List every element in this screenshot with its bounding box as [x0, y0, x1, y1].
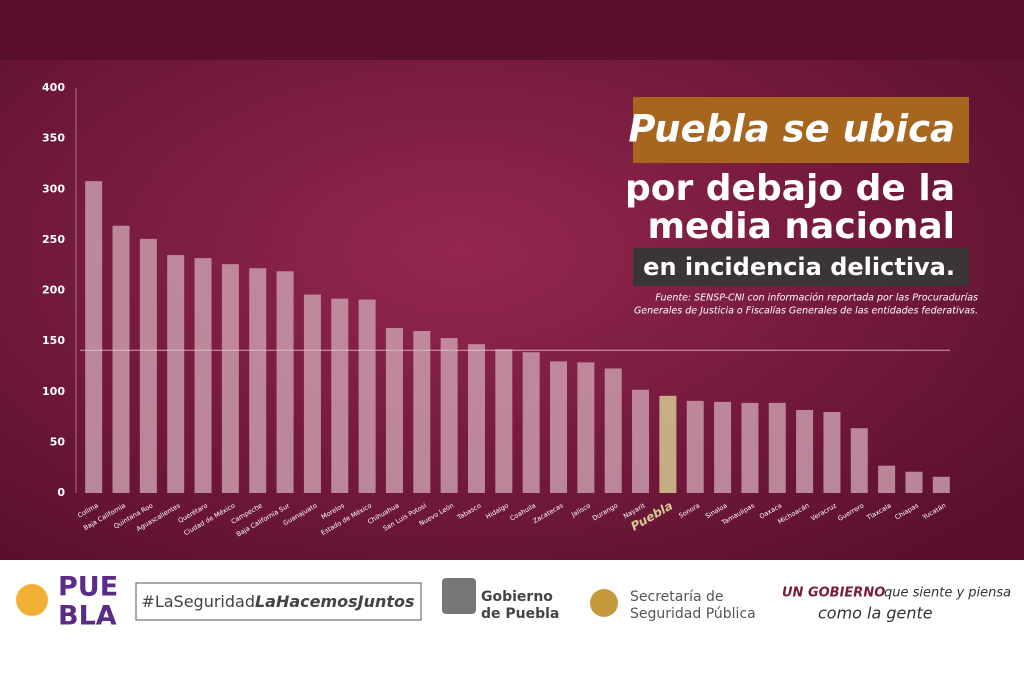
gov-text: Gobierno	[481, 589, 553, 605]
bar	[577, 362, 595, 493]
bar	[331, 298, 349, 493]
logo-text: PUE	[58, 572, 118, 603]
ssp-text: Seguridad Pública	[630, 606, 756, 622]
bar	[823, 412, 841, 493]
source: Fuente: SENSP-CNI con información report…	[655, 293, 978, 304]
bar	[522, 352, 540, 493]
footer	[0, 560, 1024, 683]
bar	[112, 225, 130, 493]
bar	[139, 238, 157, 493]
bar	[659, 395, 677, 493]
footer-logos: PUE BLA #LaSeguridadLaHacemosJuntos Gobi…	[16, 572, 1011, 632]
bar	[604, 368, 622, 493]
bar	[495, 349, 513, 493]
title: por debajo de la	[625, 168, 955, 209]
bar	[276, 271, 294, 493]
y-tick-label: 0	[57, 486, 65, 499]
bar	[932, 476, 950, 493]
y-tick-label: 400	[42, 81, 65, 94]
bar	[550, 361, 568, 493]
y-tick-label: 200	[42, 284, 65, 297]
subtitle: en incidencia delictiva.	[643, 253, 955, 281]
hashtag: #LaSeguridadLaHacemosJuntos	[141, 592, 414, 611]
y-tick-label: 250	[42, 233, 65, 246]
top-band	[0, 0, 1024, 60]
slogan: que siente y piensa	[884, 586, 1011, 601]
title-box	[633, 97, 969, 163]
title: Puebla se ubica	[628, 108, 955, 151]
bar	[632, 389, 650, 493]
bar	[714, 401, 732, 493]
slogan: UN GOBIERNO	[782, 586, 885, 601]
ssp-text: Secretaría de	[630, 589, 724, 605]
y-tick-label: 300	[42, 182, 65, 195]
subtitle-box	[633, 248, 969, 286]
gov-emblem	[442, 578, 476, 614]
bar	[686, 400, 704, 493]
bar	[249, 268, 267, 493]
slogan: como la gente	[818, 604, 933, 623]
hashtag-part: #LaSeguridad	[141, 592, 255, 611]
title: media nacional	[648, 206, 955, 247]
bar	[850, 428, 868, 493]
hashtag-part: LaHacemosJuntos	[255, 592, 415, 611]
gov-text: de Puebla	[481, 606, 559, 622]
y-tick-label: 350	[42, 132, 65, 145]
logo-text: BLA	[58, 601, 117, 632]
hashtag-box	[135, 582, 422, 621]
y-tick-label: 150	[42, 334, 65, 347]
bar	[768, 402, 786, 493]
bar	[905, 471, 923, 493]
bar	[413, 331, 431, 493]
y-tick-label: 100	[42, 385, 65, 398]
bar	[167, 255, 185, 493]
bar	[385, 327, 403, 493]
bar	[221, 264, 239, 493]
ssp-emblem	[590, 589, 618, 617]
bar	[796, 409, 814, 493]
bar	[878, 465, 896, 493]
bar	[85, 181, 103, 493]
bar	[741, 402, 759, 493]
source: Generales de Justicia o Fiscalías Genera…	[634, 306, 978, 317]
logo-flower	[16, 584, 48, 616]
bar	[358, 299, 376, 493]
bar	[194, 258, 212, 493]
bar	[303, 294, 321, 493]
bar	[467, 344, 485, 493]
y-tick-label: 50	[50, 435, 66, 448]
bar	[440, 338, 458, 493]
